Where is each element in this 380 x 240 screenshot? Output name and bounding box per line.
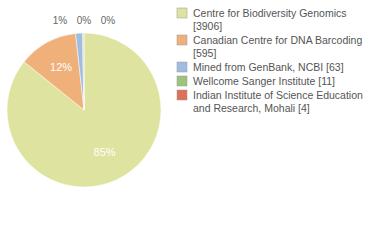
legend-label: Centre for Biodiversity Genomics [3906] bbox=[193, 7, 349, 32]
legend-swatch bbox=[177, 90, 187, 100]
slice bbox=[76, 33, 84, 110]
data-label: 1% bbox=[53, 15, 68, 26]
legend-swatch bbox=[177, 76, 187, 86]
legend-swatch bbox=[177, 8, 187, 18]
slice bbox=[82, 33, 84, 110]
slice bbox=[83, 33, 84, 110]
chart: 85% 12% 1% 0% 0% Centre for Biodiversity Geno… bbox=[0, 0, 380, 240]
legend-label: Mined from GenBank, NCBI [63] bbox=[193, 61, 344, 73]
legend: Centre for Biodiversity Genomics [3906]C… bbox=[177, 7, 366, 114]
data-label: 0% bbox=[101, 15, 116, 26]
data-label: 0% bbox=[77, 15, 92, 26]
legend-swatch bbox=[177, 35, 187, 45]
pie: 85% 12% 1% 0% 0% bbox=[7, 15, 161, 187]
legend-swatch bbox=[177, 62, 187, 72]
legend-label: Indian Institute of Science Education an… bbox=[193, 89, 366, 114]
slice bbox=[24, 33, 84, 110]
legend-label: Wellcome Sanger Institute [11] bbox=[193, 75, 335, 87]
slice bbox=[7, 33, 161, 187]
legend-label: Canadian Centre for DNA Barcoding [595] bbox=[193, 34, 365, 59]
data-label: 12% bbox=[50, 61, 72, 73]
data-label: 85% bbox=[94, 146, 116, 158]
